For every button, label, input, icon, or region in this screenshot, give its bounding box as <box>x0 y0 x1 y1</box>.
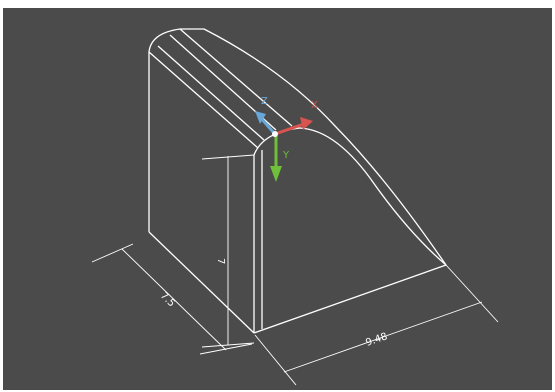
solid-model[interactable] <box>148 28 447 334</box>
origin-icon <box>272 131 278 137</box>
x-axis-arrow-icon <box>300 117 313 130</box>
x-axis-label: X <box>311 100 318 111</box>
axis-gizmo[interactable]: Z X Y <box>255 96 318 182</box>
model-bottom-left-edge <box>148 231 255 334</box>
model-bottom-front-edge <box>253 264 447 334</box>
y-axis-arrow-icon <box>270 166 282 182</box>
width-dim-line <box>283 301 483 373</box>
depth-dim-extension-bottom <box>199 343 253 355</box>
depth-dim-extension-top <box>91 243 134 263</box>
model-top-edge <box>148 51 259 149</box>
height-dim-label: 7 <box>215 258 226 264</box>
model-top-edge-inner <box>157 45 265 141</box>
width-dim-extension-left <box>254 334 297 386</box>
drawing-area[interactable] <box>3 8 552 390</box>
z-axis-label: Z <box>261 96 268 107</box>
model-profile-curve <box>148 28 447 266</box>
width-dim-extension-right <box>445 264 499 323</box>
model-front-profile <box>253 127 447 333</box>
dimensions <box>91 154 499 386</box>
depth-dim-line <box>121 248 227 351</box>
x-axis-line <box>274 122 305 136</box>
height-dim-extension-bottom <box>201 342 255 348</box>
z-axis-arrow-icon <box>255 111 266 124</box>
y-axis-label: Y <box>282 150 290 161</box>
model-top-edge-back <box>179 28 293 127</box>
